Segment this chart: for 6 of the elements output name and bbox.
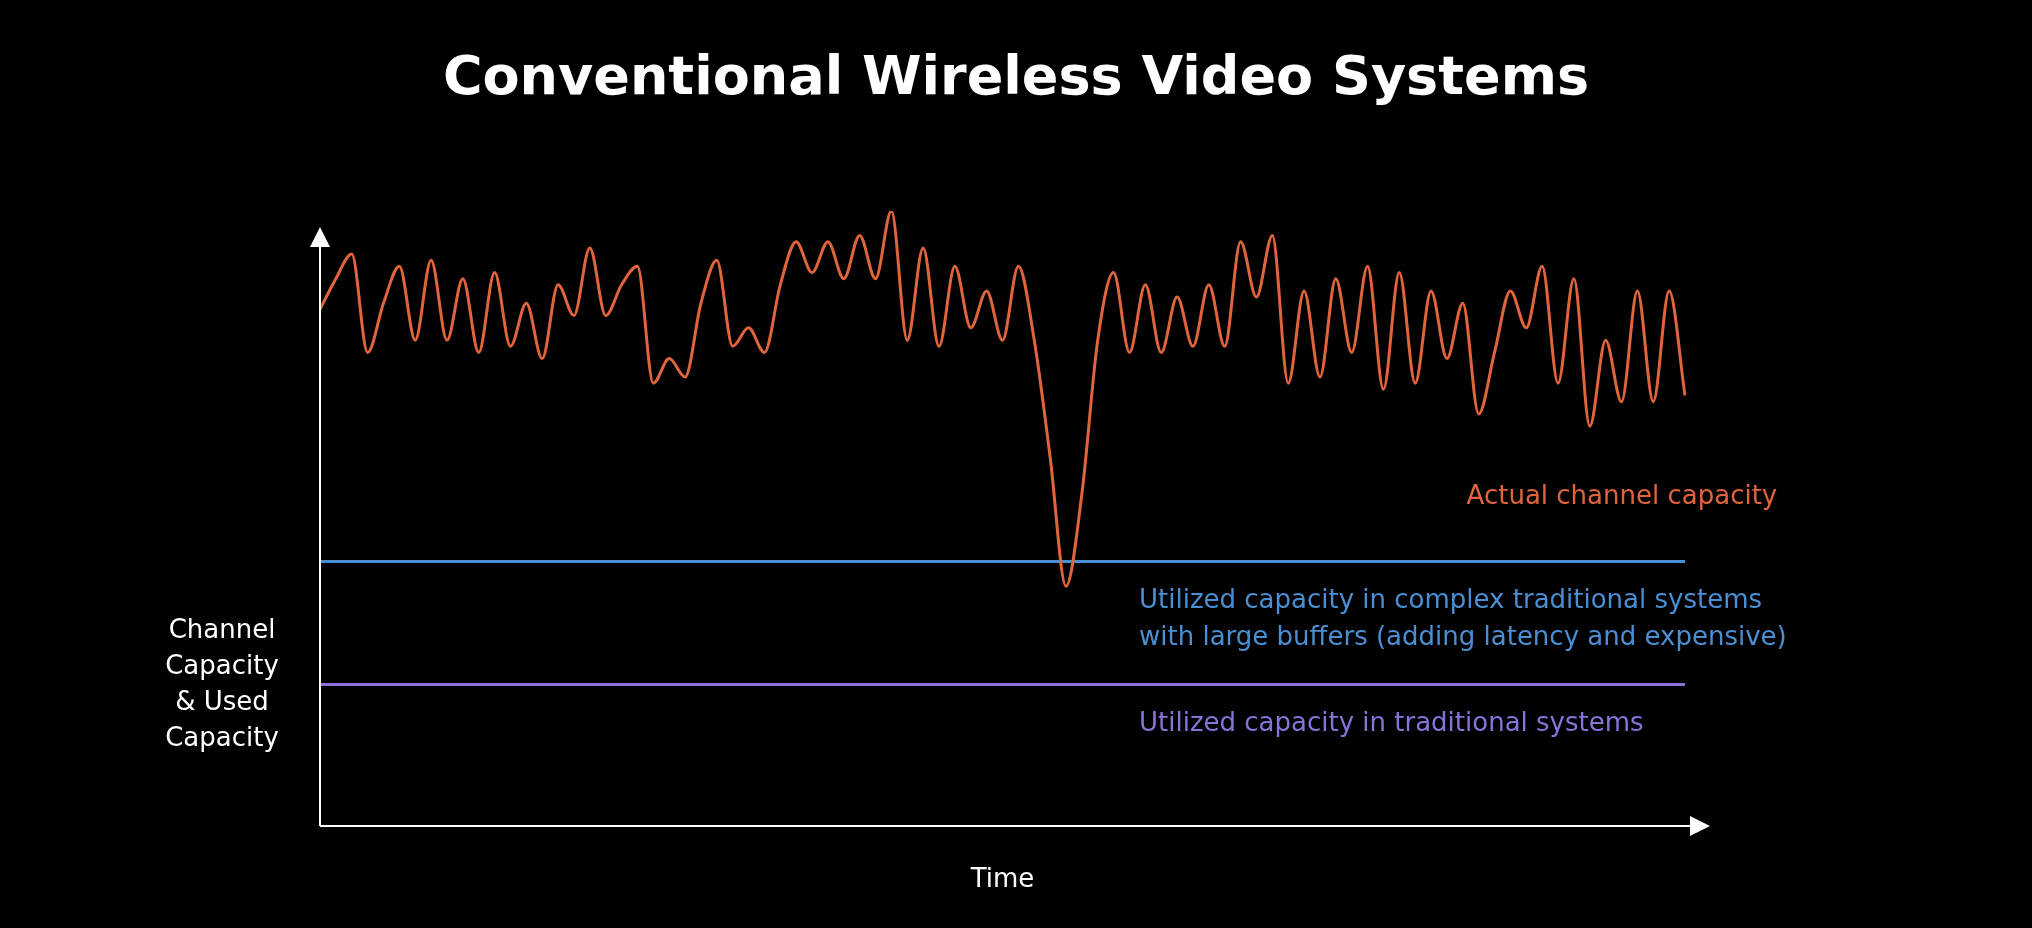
x-axis-title: Time xyxy=(969,862,1035,893)
chart-title: Conventional Wireless Video Systems xyxy=(442,44,1590,108)
text: Actual channel capacity xyxy=(1466,479,1778,510)
series-label: Utilized capacity in traditional systems xyxy=(1139,707,1644,738)
series-label: Utilized capacity in complex traditional systems with large buffers (adding latency and expensive) xyxy=(1139,584,1787,652)
y-axis-title: Channel Capacity & Used Capacity xyxy=(165,613,279,752)
